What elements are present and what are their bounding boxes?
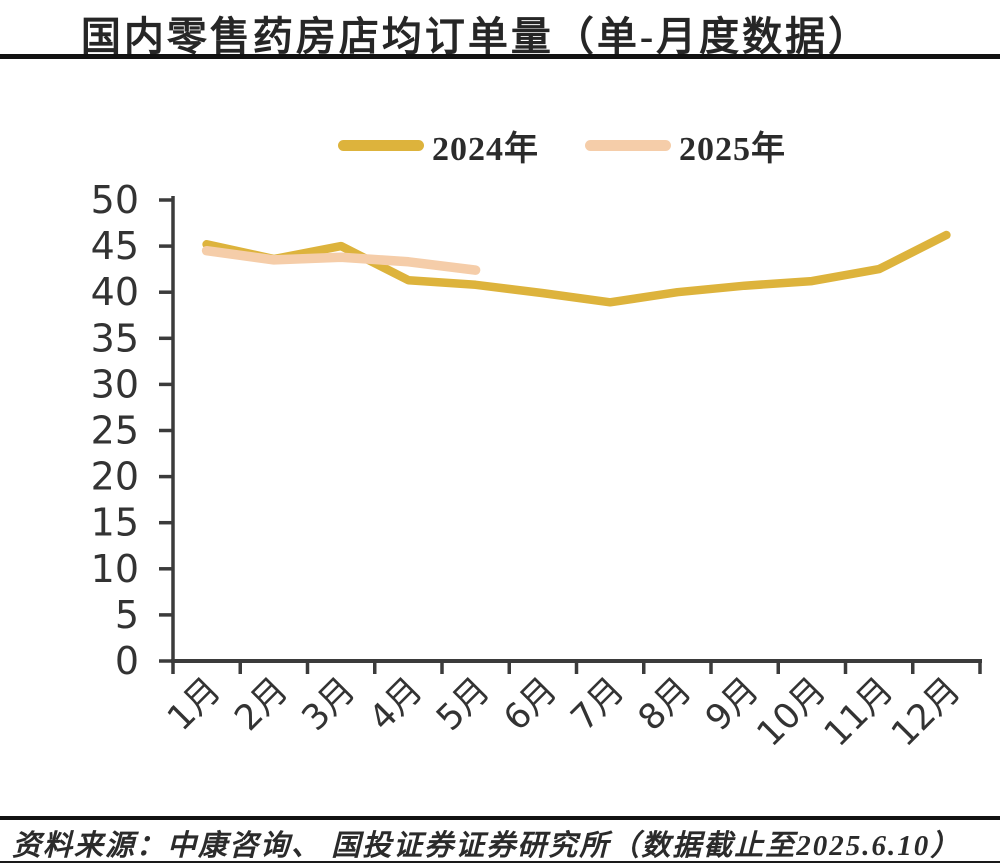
svg-text:2月: 2月 [227,670,296,739]
legend-item-2025: 2025年 [585,121,786,170]
chart-legend: 2024年 2025年 [338,121,786,170]
svg-text:6月: 6月 [496,670,565,739]
svg-text:7月: 7月 [564,670,633,739]
svg-text:4月: 4月 [362,670,431,739]
legend-item-2024: 2024年 [338,121,539,170]
svg-text:5月: 5月 [429,670,498,739]
bottom-divider [0,861,1000,863]
svg-text:1月: 1月 [160,670,229,739]
svg-text:50: 50 [91,180,139,222]
svg-text:0: 0 [115,639,139,683]
svg-text:30: 30 [91,362,139,406]
source-note: 资料来源：中康咨询、 国投证券证券研究所（数据截止至2025.6.10） [12,830,962,862]
svg-text:45: 45 [91,224,139,268]
svg-text:10: 10 [91,547,139,591]
legend-swatch-2025 [585,140,671,151]
svg-text:11月: 11月 [817,670,902,755]
svg-text:25: 25 [91,409,139,453]
chart-title: 国内零售药房店均订单量（单-月度数据） [80,14,872,59]
legend-label-2024: 2024年 [432,131,539,168]
line-chart: 051015202530354045501月2月3月4月5月6月7月8月9月10… [91,180,982,755]
title-divider [0,54,1000,59]
svg-text:20: 20 [91,455,139,499]
svg-text:40: 40 [91,270,139,314]
footer-divider [0,816,1000,820]
svg-text:12月: 12月 [884,670,969,755]
svg-text:10月: 10月 [750,670,835,755]
svg-text:5: 5 [115,593,139,637]
svg-text:15: 15 [91,501,139,545]
legend-swatch-2024 [338,140,424,151]
svg-text:8月: 8月 [631,670,700,739]
svg-text:3月: 3月 [295,670,364,739]
svg-text:35: 35 [91,316,139,360]
legend-label-2025: 2025年 [679,131,786,168]
